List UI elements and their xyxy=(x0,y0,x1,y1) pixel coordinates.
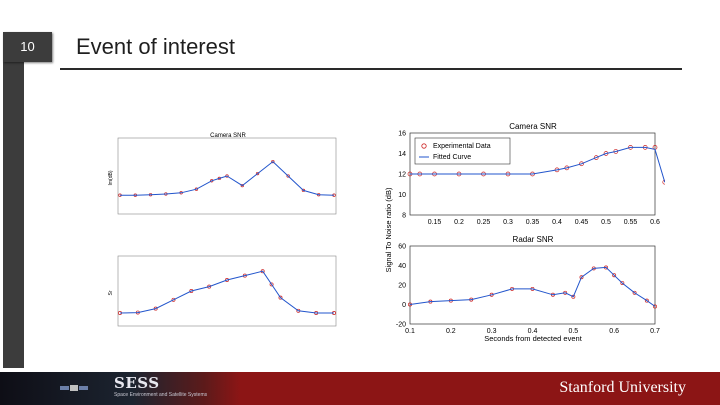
legend-box xyxy=(414,137,511,165)
footer-bar: SESS Space Environment and Satellite Sys… xyxy=(0,372,720,405)
fitted-curve-line xyxy=(409,266,656,307)
y-tick-label: 14 xyxy=(398,151,406,158)
data-point xyxy=(286,174,290,178)
x-tick-label: 0.2 xyxy=(446,328,456,335)
x-tick-label: 0.4 xyxy=(528,328,538,335)
x-tick-label: 0.45 xyxy=(575,219,589,226)
data-point xyxy=(579,161,584,167)
x-tick-label: 0.1 xyxy=(405,328,415,335)
y-axis-label: Sr xyxy=(108,290,114,295)
radar-thumbnail: Sr xyxy=(108,248,338,330)
data-point xyxy=(171,297,176,302)
data-point xyxy=(271,159,275,164)
data-point xyxy=(632,290,637,295)
slide-number: 10 xyxy=(3,32,52,62)
x-tick-label: 0.3 xyxy=(487,328,497,335)
y-axis-label: Im(dB) xyxy=(108,170,114,185)
slide-title: Event of interest xyxy=(76,34,235,59)
x-tick-label: 0.15 xyxy=(428,219,442,226)
shared-y-axis-label: Signal To Noise ratio (dB) xyxy=(385,187,393,272)
x-tick-label: 0.4 xyxy=(552,219,562,226)
legend-marker-experimental xyxy=(421,143,427,149)
data-point xyxy=(620,281,625,285)
y-tick-label: 10 xyxy=(398,192,406,199)
sess-logo: SESS xyxy=(114,374,160,392)
title-divider xyxy=(60,68,682,70)
fitted-curve-line xyxy=(410,146,665,183)
data-point xyxy=(579,275,584,280)
x-tick-label: 0.35 xyxy=(526,219,540,226)
legend-fitted: Fitted Curve xyxy=(433,154,471,161)
y-tick-label: 16 xyxy=(398,131,406,138)
x-tick-label: 0.5 xyxy=(568,328,578,335)
y-tick-label: 60 xyxy=(398,244,406,251)
camera-chart-title: Camera SNR xyxy=(509,122,557,131)
y-tick-label: 8 xyxy=(402,213,406,220)
y-tick-label: 20 xyxy=(398,283,406,290)
data-point xyxy=(593,155,599,160)
legend: Experimental Data Fitted Curve xyxy=(414,137,511,165)
x-tick-label: 0.7 xyxy=(650,328,660,335)
chart-title: Camera SNR xyxy=(210,133,246,139)
satellite-icon xyxy=(60,385,88,391)
x-tick-label: 0.6 xyxy=(609,328,619,335)
data-point xyxy=(662,179,665,185)
data-point xyxy=(644,298,649,303)
stanford-wordmark: Stanford University xyxy=(559,379,686,396)
data-point xyxy=(269,282,274,287)
x-tick-label: 0.3 xyxy=(503,219,513,226)
x-tick-label: 0.55 xyxy=(624,219,638,226)
sess-subtitle: Space Environment and Satellite Systems xyxy=(114,392,208,398)
data-point xyxy=(240,183,244,188)
data-point xyxy=(255,171,260,176)
snr-comparison-charts: Camera SNR Radar SNR Signal To Noise rat… xyxy=(385,122,665,343)
y-tick-label: 12 xyxy=(398,172,406,179)
y-tick-label: 0 xyxy=(402,302,406,309)
sidebar-bar xyxy=(3,32,24,368)
x-tick-label: 0.2 xyxy=(454,219,464,226)
data-point xyxy=(571,294,576,299)
footer-space-photo xyxy=(0,372,240,405)
x-tick-label: 0.5 xyxy=(601,219,611,226)
x-axis-label: Seconds from detected event xyxy=(484,334,582,343)
x-tick-label: 0.25 xyxy=(477,219,491,226)
legend-experimental: Experimental Data xyxy=(433,143,491,150)
data-point xyxy=(612,273,617,278)
fitted-curve-line xyxy=(119,270,334,314)
camera-snr-thumbnail-chart: Camera SNR Im(dB) xyxy=(108,133,337,215)
x-tick-label: 0.6 xyxy=(650,219,660,226)
plot-frame xyxy=(117,255,337,327)
y-tick-label: -20 xyxy=(396,322,406,329)
snr-comparison-figure: Camera SNR Radar SNR Signal To Noise rat… xyxy=(385,118,665,348)
data-point xyxy=(278,295,283,300)
fitted-curve-line xyxy=(120,160,335,196)
radar-plot-frame xyxy=(409,245,656,325)
radar-chart-title: Radar SNR xyxy=(513,235,554,244)
radar-thumbnail-chart: Sr xyxy=(108,255,337,327)
camera-snr-thumbnail: Camera SNR Im(dB) xyxy=(108,130,338,218)
y-tick-label: 40 xyxy=(398,263,406,270)
data-point xyxy=(653,304,657,309)
